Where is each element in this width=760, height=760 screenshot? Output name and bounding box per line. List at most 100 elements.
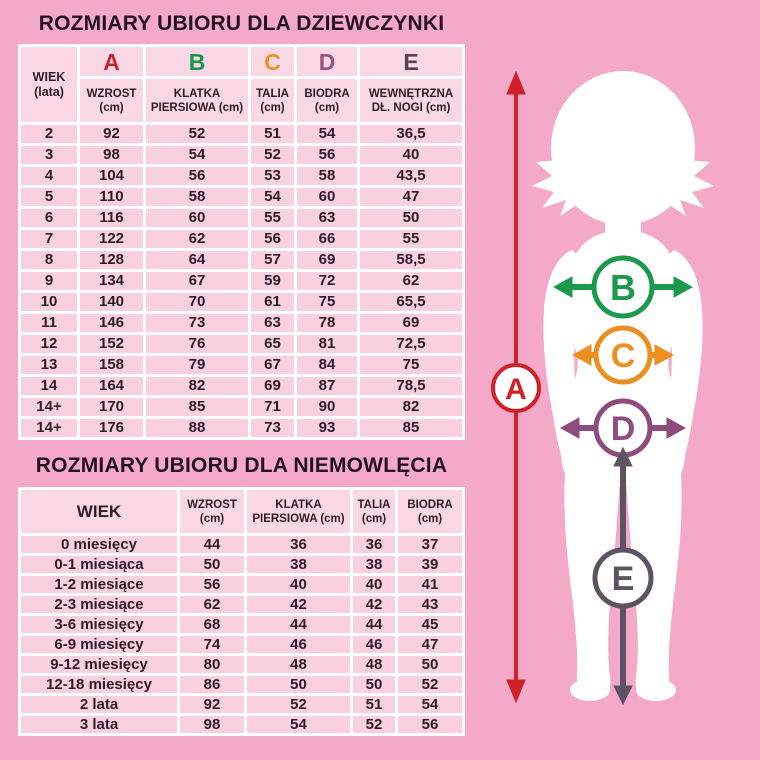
table-cell: 73 <box>146 314 248 332</box>
arrow-right-icon <box>673 276 694 298</box>
table-cell: 50 <box>353 676 395 693</box>
table-cell: 52 <box>353 716 395 733</box>
table-row: 0 miesięcy 44 36 36 37 <box>21 536 462 553</box>
table-cell: 43,5 <box>360 167 462 185</box>
table-cell: 52 <box>247 696 350 713</box>
table-cell: 176 <box>80 419 143 437</box>
table-cell: 63 <box>251 314 294 332</box>
table-cell: 12-18 miesięcy <box>21 676 177 693</box>
table-cell: 10 <box>21 293 77 311</box>
table-cell: 98 <box>80 146 143 164</box>
table-cell: 2 lata <box>21 696 177 713</box>
measurement-letter-e: E <box>360 47 462 76</box>
table-cell: 12 <box>21 335 77 353</box>
arrow-left-icon <box>559 417 580 439</box>
table-cell: 36 <box>353 536 395 553</box>
table-cell: 52 <box>398 676 462 693</box>
table-cell: 54 <box>297 125 357 143</box>
arm-right-shape <box>661 250 703 473</box>
table-cell: 69 <box>251 377 294 395</box>
table-row: 13 158 79 67 84 75 <box>21 356 462 374</box>
table-cell: 3 lata <box>21 716 177 733</box>
table-cell: 55 <box>360 230 462 248</box>
table-cell: 6 <box>21 209 77 227</box>
table-cell: 56 <box>297 146 357 164</box>
svg-text:C: C <box>611 337 636 375</box>
age-column-header: WIEK (lata) <box>21 47 77 122</box>
table-cell: 13 <box>21 356 77 374</box>
table-cell: 104 <box>80 167 143 185</box>
measurement-arrow-c: C <box>571 325 675 385</box>
table-cell: 128 <box>80 251 143 269</box>
table-cell: 54 <box>251 188 294 206</box>
table-cell: 51 <box>353 696 395 713</box>
table-cell: 9 <box>21 272 77 290</box>
table-cell: 90 <box>297 398 357 416</box>
table-cell: 46 <box>353 636 395 653</box>
table-row: 2-3 miesiące 62 42 42 43 <box>21 596 462 613</box>
table-cell: 44 <box>247 616 350 633</box>
infants-table-title: ROZMIARY UBIORU DLA NIEMOWLĘCIA <box>35 454 448 477</box>
table-row: 12-18 miesięcy 86 50 50 52 <box>21 676 462 693</box>
table-cell: 36 <box>247 536 350 553</box>
table-cell: 75 <box>360 356 462 374</box>
girls-size-table: WIEK (lata) A B C D E WZROST (cm) KLATKA PIERSIOWA… <box>18 44 465 440</box>
measurement-arrow-a: A <box>491 70 541 704</box>
figure-column: A B C <box>480 0 760 760</box>
table-cell: 50 <box>398 656 462 673</box>
table-cell: 82 <box>146 377 248 395</box>
column-header: WZROST (cm) <box>80 79 143 122</box>
table-cell: 48 <box>353 656 395 673</box>
table-cell: 85 <box>360 419 462 437</box>
table-cell: 57 <box>251 251 294 269</box>
table-cell: 6-9 miesięcy <box>21 636 177 653</box>
table-cell: 69 <box>297 251 357 269</box>
table-cell: 43 <box>398 596 462 613</box>
table-cell: 2-3 miesiące <box>21 596 177 613</box>
table-cell: 134 <box>80 272 143 290</box>
table-cell: 72,5 <box>360 335 462 353</box>
table-cell: 50 <box>180 556 244 573</box>
infants-table-header: WIEK WZROST (cm) KLATKA PIERSIOWA (cm) TALIA(… <box>21 490 462 533</box>
measurement-letter-a: A <box>80 47 143 76</box>
table-row: 2 lata 92 52 51 54 <box>21 696 462 713</box>
table-cell: 55 <box>251 209 294 227</box>
arrow-right-icon <box>654 344 675 366</box>
table-cell: 122 <box>80 230 143 248</box>
table-cell: 44 <box>180 536 244 553</box>
table-cell: 61 <box>251 293 294 311</box>
table-row: 11 146 73 63 78 69 <box>21 314 462 332</box>
table-cell: 80 <box>180 656 244 673</box>
table-cell: 98 <box>180 716 244 733</box>
table-row: 9 134 67 59 72 62 <box>21 272 462 290</box>
table-cell: 40 <box>353 576 395 593</box>
table-cell: 48 <box>247 656 350 673</box>
table-cell: 84 <box>297 356 357 374</box>
measurement-arrow-e: E <box>592 446 654 706</box>
table-row: 10 140 70 61 75 65,5 <box>21 293 462 311</box>
table-row: 6 116 60 55 63 50 <box>21 209 462 227</box>
infants-size-table: WIEK WZROST (cm) KLATKA PIERSIOWA (cm) TALIA(… <box>18 487 465 736</box>
table-cell: 170 <box>80 398 143 416</box>
column-header: KLATKA PIERSIOWA (cm) <box>247 490 350 533</box>
table-cell: 146 <box>80 314 143 332</box>
table-cell: 60 <box>297 188 357 206</box>
table-cell: 41 <box>398 576 462 593</box>
table-cell: 0 miesięcy <box>21 536 177 553</box>
table-cell: 14+ <box>21 419 77 437</box>
table-cell: 66 <box>297 230 357 248</box>
table-cell: 40 <box>247 576 350 593</box>
arrow-up-icon <box>613 446 633 467</box>
table-cell: 38 <box>247 556 350 573</box>
table-cell: 58 <box>297 167 357 185</box>
table-cell: 82 <box>360 398 462 416</box>
table-cell: 92 <box>180 696 244 713</box>
table-cell: 78 <box>297 314 357 332</box>
label-header-row: WIEK WZROST (cm) KLATKA PIERSIOWA (cm) TALIA(… <box>21 490 462 533</box>
girls-table-body: 2 92 52 51 54 36,5 3 98 54 52 56 40 4 104 56 53 58 43,5 5 1… <box>21 125 462 437</box>
measurement-letter-c: C <box>251 47 294 76</box>
table-cell: 42 <box>247 596 350 613</box>
arrow-up-icon <box>506 70 526 95</box>
table-cell: 50 <box>247 676 350 693</box>
